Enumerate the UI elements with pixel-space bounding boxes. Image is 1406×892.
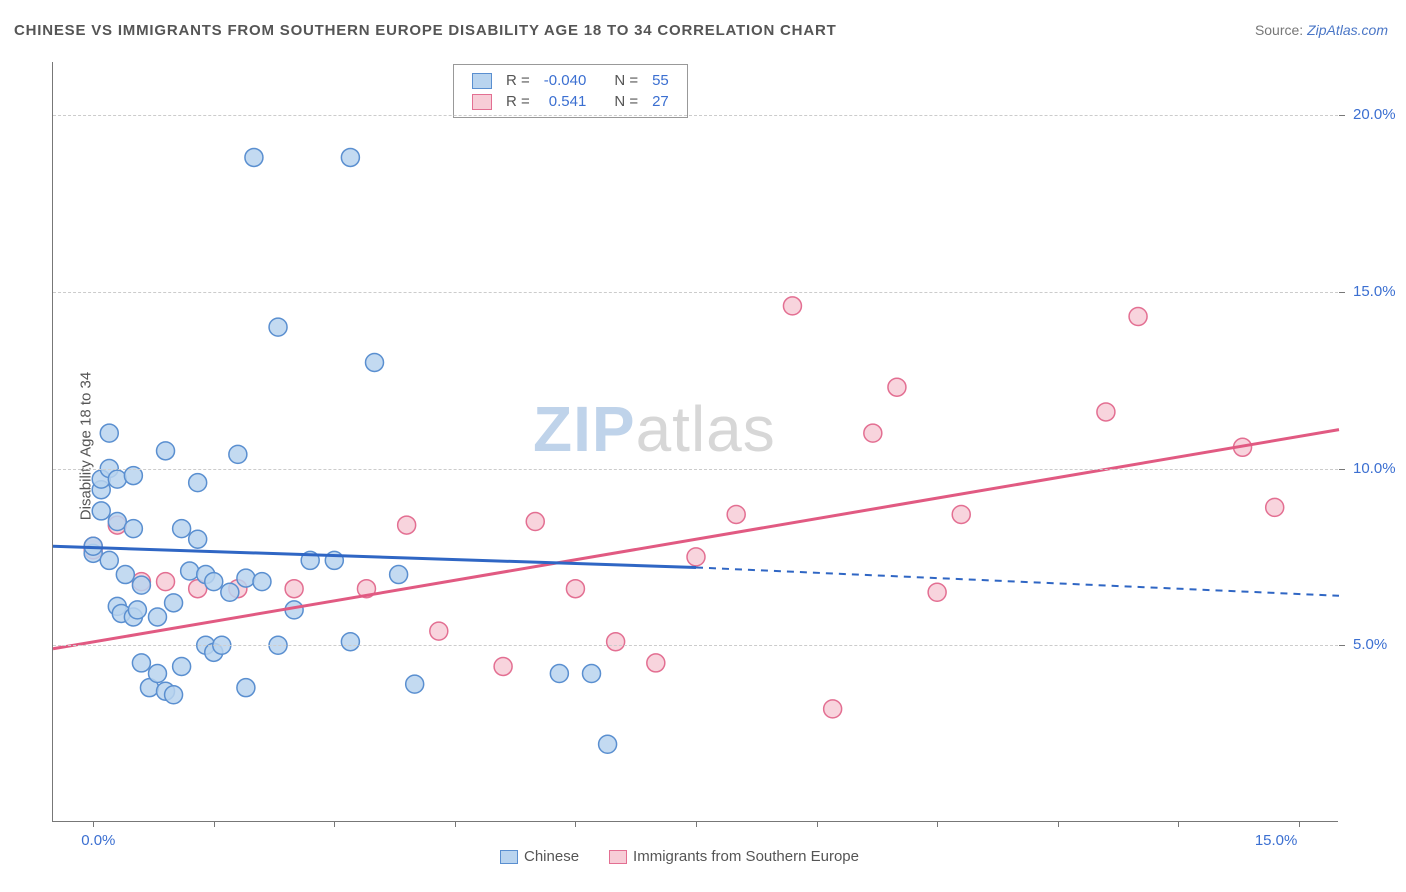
data-point bbox=[398, 516, 416, 534]
data-point bbox=[116, 566, 134, 584]
data-point bbox=[148, 665, 166, 683]
data-point bbox=[583, 665, 601, 683]
data-point bbox=[727, 505, 745, 523]
y-tick-label: 10.0% bbox=[1353, 460, 1396, 477]
chart-svg bbox=[53, 62, 1338, 821]
data-point bbox=[108, 470, 126, 488]
data-point bbox=[647, 654, 665, 672]
data-point bbox=[157, 442, 175, 460]
x-tick-label: 0.0% bbox=[81, 832, 115, 849]
data-point bbox=[550, 665, 568, 683]
data-point bbox=[824, 700, 842, 718]
source-site: ZipAtlas.com bbox=[1307, 22, 1388, 38]
data-point bbox=[189, 530, 207, 548]
y-tick-label: 15.0% bbox=[1353, 283, 1396, 300]
y-tick-label: 5.0% bbox=[1353, 636, 1387, 653]
data-point bbox=[888, 378, 906, 396]
chart-title: CHINESE VS IMMIGRANTS FROM SOUTHERN EURO… bbox=[14, 22, 837, 39]
legend-label: Immigrants from Southern Europe bbox=[633, 848, 859, 865]
data-point bbox=[494, 657, 512, 675]
grid-line bbox=[53, 115, 1338, 116]
n-value: 27 bbox=[646, 92, 675, 111]
data-point bbox=[245, 148, 263, 166]
data-point bbox=[237, 569, 255, 587]
plot-area: ZIPatlas R =-0.040N =55R =0.541N =27 5.0… bbox=[52, 62, 1338, 822]
y-tick-label: 20.0% bbox=[1353, 106, 1396, 123]
data-point bbox=[100, 551, 118, 569]
legend-swatch bbox=[500, 850, 518, 864]
data-point bbox=[148, 608, 166, 626]
data-point bbox=[1129, 308, 1147, 326]
data-point bbox=[165, 686, 183, 704]
data-point bbox=[599, 735, 617, 753]
grid-line bbox=[53, 292, 1338, 293]
data-point bbox=[783, 297, 801, 315]
grid-line bbox=[53, 469, 1338, 470]
data-point bbox=[221, 583, 239, 601]
data-point bbox=[341, 633, 359, 651]
n-label: N = bbox=[608, 92, 644, 111]
data-point bbox=[952, 505, 970, 523]
legend-row: R =-0.040 N =55 bbox=[466, 71, 675, 90]
data-point bbox=[229, 445, 247, 463]
data-point bbox=[205, 573, 223, 591]
data-point bbox=[181, 562, 199, 580]
data-point bbox=[237, 679, 255, 697]
data-point bbox=[128, 601, 146, 619]
trend-line bbox=[53, 430, 1339, 649]
series-legend: Chinese Immigrants from Southern Europe bbox=[500, 848, 889, 865]
legend-item: Chinese bbox=[500, 848, 579, 865]
data-point bbox=[253, 573, 271, 591]
data-point bbox=[269, 318, 287, 336]
data-point bbox=[132, 654, 150, 672]
legend-row: R =0.541 N =27 bbox=[466, 92, 675, 111]
r-value: -0.040 bbox=[538, 71, 593, 90]
grid-line bbox=[53, 645, 1338, 646]
source-attribution: Source: ZipAtlas.com bbox=[1255, 22, 1388, 38]
data-point bbox=[92, 502, 110, 520]
data-point bbox=[100, 424, 118, 442]
data-point bbox=[1266, 498, 1284, 516]
data-point bbox=[928, 583, 946, 601]
correlation-table: R =-0.040 N =55 R =0.541 N =27 bbox=[464, 69, 677, 113]
data-point bbox=[165, 594, 183, 612]
source-label: Source: bbox=[1255, 22, 1303, 38]
r-label: R = bbox=[500, 92, 536, 111]
n-label: N = bbox=[608, 71, 644, 90]
data-point bbox=[1097, 403, 1115, 421]
legend-swatch bbox=[609, 850, 627, 864]
data-point bbox=[189, 474, 207, 492]
data-point bbox=[526, 513, 544, 531]
data-point bbox=[566, 580, 584, 598]
legend-item: Immigrants from Southern Europe bbox=[609, 848, 859, 865]
data-point bbox=[366, 353, 384, 371]
data-point bbox=[173, 520, 191, 538]
r-label: R = bbox=[500, 71, 536, 90]
data-point bbox=[390, 566, 408, 584]
data-point bbox=[157, 573, 175, 591]
data-point bbox=[341, 148, 359, 166]
data-point bbox=[124, 520, 142, 538]
x-tick-label: 15.0% bbox=[1255, 832, 1298, 849]
data-point bbox=[607, 633, 625, 651]
r-value: 0.541 bbox=[538, 92, 593, 111]
legend-label: Chinese bbox=[524, 848, 579, 865]
data-point bbox=[406, 675, 424, 693]
data-point bbox=[285, 580, 303, 598]
data-point bbox=[132, 576, 150, 594]
trend-line bbox=[696, 567, 1339, 595]
data-point bbox=[430, 622, 448, 640]
data-point bbox=[173, 657, 191, 675]
n-value: 55 bbox=[646, 71, 675, 90]
legend-swatch bbox=[472, 94, 492, 110]
data-point bbox=[687, 548, 705, 566]
data-point bbox=[864, 424, 882, 442]
data-point bbox=[108, 513, 126, 531]
correlation-legend: R =-0.040 N =55 R =0.541 N =27 bbox=[453, 64, 688, 118]
legend-swatch bbox=[472, 73, 492, 89]
